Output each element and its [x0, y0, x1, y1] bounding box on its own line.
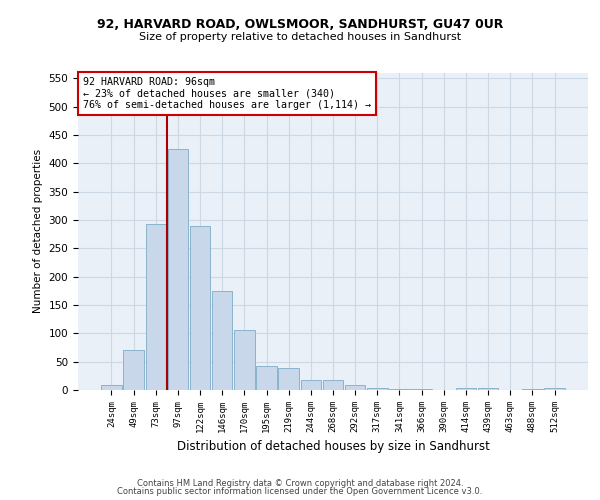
X-axis label: Distribution of detached houses by size in Sandhurst: Distribution of detached houses by size …	[176, 440, 490, 454]
Text: Contains HM Land Registry data © Crown copyright and database right 2024.: Contains HM Land Registry data © Crown c…	[137, 478, 463, 488]
Bar	[301, 380, 321, 390]
Bar	[367, 388, 388, 390]
Bar	[345, 386, 365, 390]
Bar	[478, 388, 499, 390]
Bar	[456, 388, 476, 390]
Bar	[256, 366, 277, 390]
Bar	[234, 330, 254, 390]
Bar	[389, 389, 410, 390]
Text: 92, HARVARD ROAD, OWLSMOOR, SANDHURST, GU47 0UR: 92, HARVARD ROAD, OWLSMOOR, SANDHURST, G…	[97, 18, 503, 30]
Bar	[167, 149, 188, 390]
Y-axis label: Number of detached properties: Number of detached properties	[33, 149, 43, 314]
Text: Contains public sector information licensed under the Open Government Licence v3: Contains public sector information licen…	[118, 487, 482, 496]
Bar	[101, 386, 122, 390]
Text: 92 HARVARD ROAD: 96sqm
← 23% of detached houses are smaller (340)
76% of semi-de: 92 HARVARD ROAD: 96sqm ← 23% of detached…	[83, 78, 371, 110]
Bar	[544, 388, 565, 390]
Bar	[124, 350, 144, 390]
Bar	[146, 224, 166, 390]
Bar	[278, 368, 299, 390]
Bar	[190, 226, 210, 390]
Text: Size of property relative to detached houses in Sandhurst: Size of property relative to detached ho…	[139, 32, 461, 42]
Bar	[212, 291, 232, 390]
Bar	[323, 380, 343, 390]
